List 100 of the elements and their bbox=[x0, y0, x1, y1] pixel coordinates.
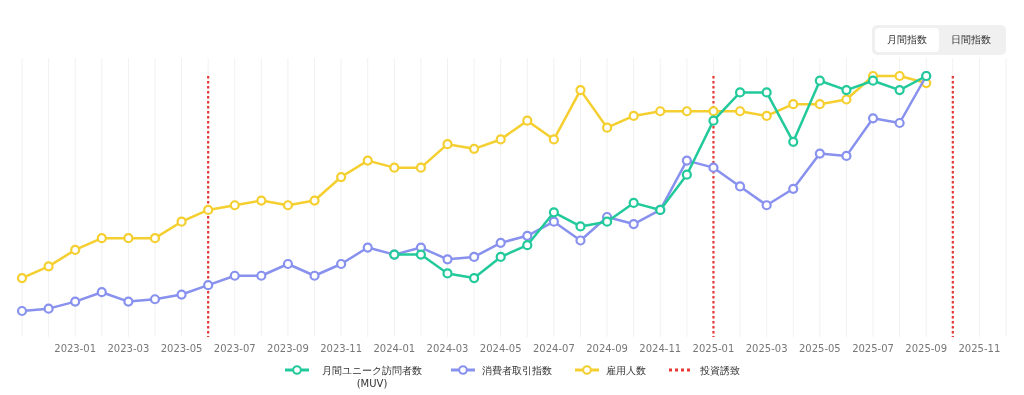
point bbox=[70, 296, 81, 307]
point bbox=[362, 155, 373, 166]
point bbox=[96, 287, 107, 298]
x-tick-label: 2025-03 bbox=[745, 343, 788, 354]
point bbox=[841, 94, 852, 105]
point bbox=[601, 122, 613, 133]
point bbox=[469, 143, 480, 154]
point bbox=[282, 258, 294, 270]
point bbox=[43, 261, 54, 272]
point bbox=[814, 148, 825, 159]
point bbox=[16, 273, 28, 284]
point bbox=[442, 254, 453, 265]
x-tick-label: 2025-11 bbox=[958, 343, 1001, 354]
point bbox=[256, 195, 267, 206]
point bbox=[814, 75, 825, 86]
point bbox=[415, 249, 427, 260]
point bbox=[123, 296, 134, 307]
point bbox=[389, 162, 400, 173]
point bbox=[469, 273, 480, 284]
point bbox=[96, 233, 107, 244]
point bbox=[149, 294, 161, 305]
point bbox=[681, 106, 692, 117]
point bbox=[894, 85, 905, 96]
point bbox=[681, 169, 692, 180]
point bbox=[788, 183, 799, 194]
point bbox=[149, 233, 161, 244]
point bbox=[548, 134, 559, 145]
x-tick-label: 2023-01 bbox=[54, 343, 97, 354]
point bbox=[309, 195, 320, 206]
point bbox=[894, 70, 905, 82]
x-tick-label: 2023-07 bbox=[213, 343, 256, 354]
point bbox=[123, 233, 134, 244]
point bbox=[522, 230, 533, 241]
point bbox=[841, 85, 852, 96]
x-tick-label: 2025-05 bbox=[798, 343, 841, 354]
x-tick-label: 2024-03 bbox=[426, 343, 469, 354]
point bbox=[628, 110, 639, 122]
x-tick-label: 2023-11 bbox=[320, 343, 363, 354]
x-tick-label: 2024-05 bbox=[479, 343, 522, 354]
point bbox=[734, 181, 746, 192]
point bbox=[628, 197, 639, 208]
point bbox=[761, 87, 772, 98]
legend-label: 投資誘致 bbox=[700, 364, 740, 377]
point bbox=[575, 221, 586, 232]
point bbox=[867, 75, 879, 86]
point bbox=[708, 115, 719, 126]
point bbox=[469, 251, 480, 263]
x-tick-label: 2024-07 bbox=[532, 343, 575, 354]
point bbox=[203, 280, 214, 291]
legend-label: 消費者取引指数 bbox=[482, 364, 552, 377]
point bbox=[176, 216, 187, 227]
point bbox=[336, 171, 347, 183]
point bbox=[522, 240, 533, 251]
point bbox=[655, 106, 666, 117]
point bbox=[229, 200, 240, 211]
point bbox=[16, 305, 28, 317]
x-tick-label: 2025-01 bbox=[692, 343, 735, 354]
point bbox=[734, 106, 746, 117]
point bbox=[681, 155, 692, 166]
point bbox=[788, 99, 799, 110]
point bbox=[548, 207, 559, 218]
legend-label: 雇用人数 bbox=[606, 364, 646, 377]
point bbox=[575, 85, 586, 96]
point bbox=[495, 251, 506, 263]
point bbox=[761, 200, 772, 211]
point bbox=[495, 134, 506, 145]
point bbox=[814, 99, 825, 110]
point bbox=[176, 289, 187, 300]
point bbox=[841, 150, 852, 161]
point bbox=[894, 117, 905, 129]
point bbox=[442, 139, 453, 150]
point bbox=[309, 270, 320, 281]
point bbox=[336, 258, 347, 270]
point bbox=[415, 162, 427, 173]
text: 日間指数 bbox=[950, 33, 992, 47]
point bbox=[442, 268, 453, 279]
x-tick-label: 2023-03 bbox=[107, 343, 150, 354]
point bbox=[495, 237, 506, 248]
point bbox=[362, 242, 373, 253]
point bbox=[256, 270, 267, 281]
point bbox=[708, 106, 719, 117]
point bbox=[522, 115, 533, 126]
x-tick-label: 2023-09 bbox=[267, 343, 309, 354]
point bbox=[601, 216, 613, 227]
x-tick-label: 2025-09 bbox=[905, 343, 948, 354]
point bbox=[867, 113, 879, 124]
point bbox=[788, 136, 799, 147]
text: 月間指数 bbox=[875, 28, 939, 52]
point bbox=[761, 110, 772, 122]
x-tick-label: 2025-07 bbox=[852, 343, 894, 354]
point bbox=[229, 270, 240, 281]
x-tick-label: 2024-09 bbox=[586, 343, 628, 354]
point bbox=[734, 87, 746, 98]
point bbox=[575, 235, 586, 246]
point bbox=[203, 204, 214, 216]
point bbox=[43, 303, 54, 314]
legend-label: 月間ユニーク訪問者数 (MUV) bbox=[321, 364, 423, 390]
x-tick-label: 2023-05 bbox=[160, 343, 203, 354]
point bbox=[282, 200, 294, 211]
point bbox=[548, 216, 559, 227]
